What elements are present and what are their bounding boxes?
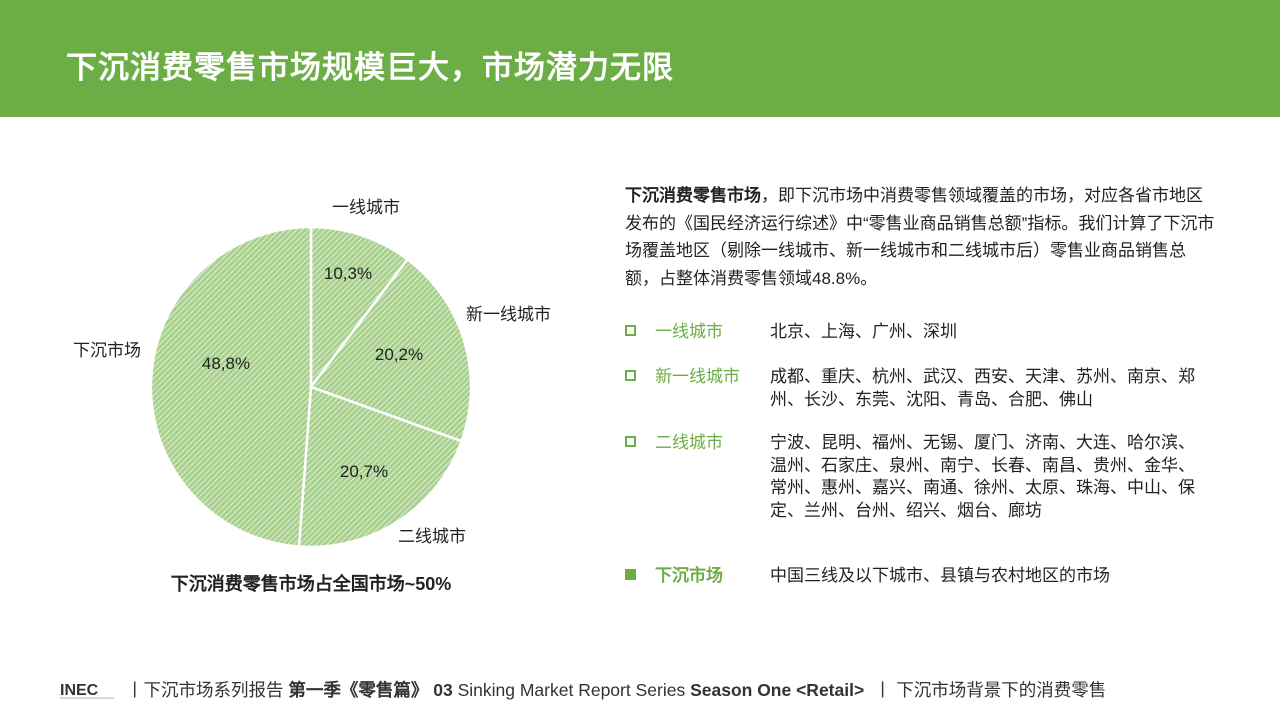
footer: INEC 丨下沉市场系列报告 第一季《零售篇》 03 Sinking Marke… xyxy=(60,677,1240,701)
pie-category-label-sinking: 下沉市场 xyxy=(73,341,141,360)
header-bar: 下沉消费零售市场规模巨大，市场潜力无限 xyxy=(0,0,1280,117)
chart-caption: 下沉消费零售市场占全国市场~50% xyxy=(171,573,452,594)
description-lead: 下沉消费零售市场 xyxy=(625,186,761,205)
footer-season-en: Season One <Retail> xyxy=(690,680,865,700)
pie-value-label-new-tier1: 20,2% xyxy=(375,345,423,364)
legend-name: 下沉市场 xyxy=(655,566,723,585)
page-title: 下沉消费零售市场规模巨大，市场潜力无限 xyxy=(66,50,674,85)
legend-filled-square-icon xyxy=(625,569,636,580)
pie-slice-new-tier1 xyxy=(308,257,473,443)
legend-name: 新一线城市 xyxy=(655,367,740,386)
legend-cities: 宁波、昆明、福州、无锡、厦门、济南、大连、哈尔滨、温州、石家庄、泉州、南宁、长春… xyxy=(770,433,1195,520)
pie-slice-sinking xyxy=(149,225,313,548)
inec-logo: INEC xyxy=(60,682,114,699)
legend-square-icon xyxy=(625,370,636,381)
legend-cities: 中国三线及以下城市、县镇与农村地区的市场 xyxy=(770,566,1110,585)
legend-cities: 北京、上海、广州、深圳 xyxy=(770,322,957,341)
legend-cities: 成都、重庆、杭州、武汉、西安、天津、苏州、南京、郑州、长沙、东莞、沈阳、青岛、合… xyxy=(770,367,1195,409)
footer-series-en: Sinking Market Report Series xyxy=(457,680,686,700)
pie-slice-tier1 xyxy=(309,225,410,391)
legend-square-icon xyxy=(625,325,636,336)
pie-value-label-tier1: 10,3% xyxy=(324,264,372,283)
logo-text: INEC xyxy=(60,682,99,699)
legend-square-icon xyxy=(625,436,636,447)
pie-category-label-tier2: 二线城市 xyxy=(398,527,466,546)
pie-category-label-tier1: 一线城市 xyxy=(332,198,400,217)
footer-number: 03 xyxy=(433,680,453,700)
pie-category-label-new-tier1: 新一线城市 xyxy=(466,305,551,324)
pie-value-labels: 10,3% 20,2% 20,7% 48,8% xyxy=(202,264,423,481)
footer-series-cn: 下沉市场系列报告 xyxy=(143,680,284,700)
pie-value-label-tier2: 20,7% xyxy=(340,462,388,481)
legend-name: 二线城市 xyxy=(655,433,723,452)
pie-value-label-sinking: 48,8% xyxy=(202,354,250,373)
footer-subtitle: 下沉市场背景下的消费零售 xyxy=(896,680,1107,700)
description-text: ，即下沉市场中消费零售领域覆盖的市场，对应各省市地区发布的《国民经济运行综述》中… xyxy=(625,186,1215,288)
pie-slices xyxy=(149,225,473,549)
footer-text: 丨下沉市场系列报告 第一季《零售篇》 03 Sinking Market Rep… xyxy=(126,677,1106,702)
footer-separator: 丨 xyxy=(126,680,144,700)
footer-season-cn: 第一季《零售篇》 xyxy=(288,680,429,700)
legend-name: 一线城市 xyxy=(655,322,723,341)
footer-separator: 丨 xyxy=(873,680,892,700)
pie-slice-tier2 xyxy=(297,385,464,549)
description: 下沉消费零售市场，即下沉市场中消费零售领域覆盖的市场，对应各省市地区发布的《国民… xyxy=(625,182,1215,292)
